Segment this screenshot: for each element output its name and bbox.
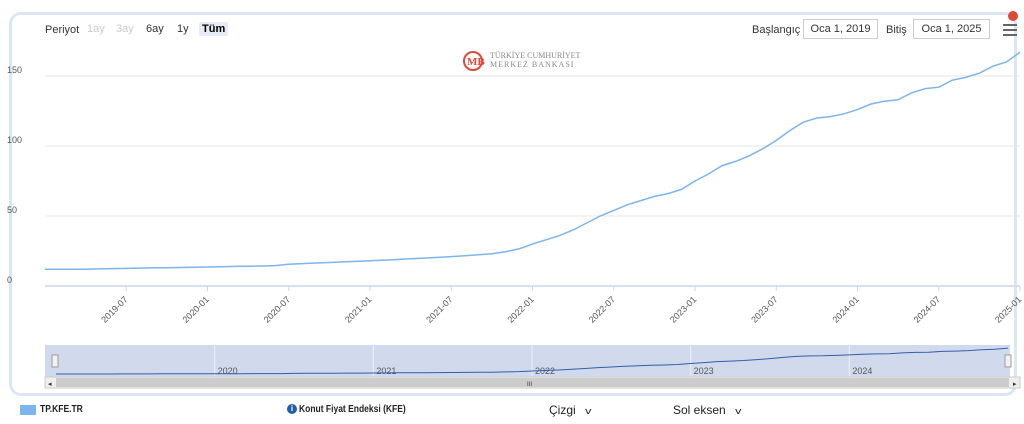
- end-date-input[interactable]: Oca 1, 2025: [913, 19, 990, 39]
- x-tick-label: 2024-07: [912, 294, 942, 324]
- end-date-label: Bitiş: [886, 24, 907, 36]
- period-button-all[interactable]: Tüm: [199, 22, 229, 36]
- tcmb-logo-icon: MB: [463, 51, 485, 71]
- start-date-input[interactable]: Oca 1, 2019: [803, 19, 878, 39]
- x-tick-label: 2020-01: [180, 294, 210, 324]
- x-axis-labels: 2019-07 2020-01 2020-07 2021-01 2021-07 2022-…: [99, 286, 1023, 325]
- scrollbar-thumb[interactable]: [56, 378, 1009, 387]
- period-button-3ay[interactable]: 3ay: [116, 23, 134, 35]
- y-axis-labels: 0 50 100 150: [7, 65, 22, 285]
- y-tick-label: 100: [7, 135, 22, 145]
- legend-series-name: Konut Fiyat Endeksi (KFE): [299, 404, 406, 415]
- x-tick-label: 2021-01: [343, 294, 373, 324]
- period-button-1ay[interactable]: 1ay: [87, 23, 105, 35]
- start-date-label: Başlangıç: [752, 24, 801, 36]
- legend-bar: TP.KFE.TR i Konut Fiyat Endeksi (KFE) Çi…: [0, 400, 1024, 424]
- scroll-right-arrow-icon[interactable]: ▸: [1013, 381, 1017, 388]
- x-tick-label: 2022-07: [587, 294, 617, 324]
- chevron-down-icon: v: [584, 406, 592, 416]
- x-tick-label: 2024-01: [830, 294, 860, 324]
- y-tick-label: 50: [7, 205, 17, 215]
- navigator-right-handle[interactable]: [1004, 354, 1012, 368]
- tcmb-logo-text: TÜRKİYE CUMHURİYET MERKEZ BANKASI: [490, 51, 580, 69]
- navigator-series-line: [56, 347, 1009, 375]
- hamburger-menu-icon[interactable]: [1003, 24, 1017, 36]
- navigator-year-label: 2023: [694, 366, 714, 376]
- navigator-year-label: 2021: [376, 366, 396, 376]
- logo-line-1: TÜRKİYE CUMHURİYET: [490, 51, 581, 60]
- period-button-1y[interactable]: 1y: [177, 23, 189, 35]
- navigator-year-label: 2020: [218, 366, 238, 376]
- series-line-tp-kfe-tr: [45, 51, 1021, 270]
- axis-select-value: Sol eksen: [673, 403, 726, 417]
- grid-layer: [45, 75, 1020, 287]
- chart-type-select[interactable]: Çizgi v: [549, 403, 592, 417]
- x-tick-label: 2021-07: [424, 294, 454, 324]
- chart-type-select-value: Çizgi: [549, 403, 576, 417]
- info-icon[interactable]: i: [287, 404, 297, 414]
- range-toolbar: Periyot 1ay 3ay 6ay 1y Tüm Başlangıç Oca…: [0, 0, 1024, 40]
- x-tick-label: 2020-07: [262, 294, 292, 324]
- corner-badge: [1008, 11, 1018, 21]
- period-button-6ay[interactable]: 6ay: [146, 23, 164, 35]
- y-tick-label: 150: [7, 65, 22, 75]
- x-tick-label: 2023-01: [668, 294, 698, 324]
- svg-text:MB: MB: [467, 56, 485, 68]
- navigator-year-label: 2024: [852, 366, 872, 376]
- x-tick-label: 2019-07: [99, 294, 129, 324]
- chevron-down-icon: v: [734, 406, 742, 416]
- legend-series-code[interactable]: TP.KFE.TR: [40, 404, 83, 415]
- scrollbar-grip: III: [527, 382, 532, 388]
- legend-swatch[interactable]: [20, 405, 36, 415]
- x-tick-label: 2022-01: [505, 294, 535, 324]
- chart-frame: [9, 11, 1018, 396]
- x-tick-label: 2023-07: [749, 294, 779, 324]
- navigator-left-handle[interactable]: [51, 354, 59, 368]
- scroll-left-arrow-icon[interactable]: ◂: [48, 381, 52, 388]
- axis-select[interactable]: Sol eksen v: [673, 403, 742, 417]
- period-label: Periyot: [45, 24, 80, 36]
- logo-line-2: MERKEZ BANKASI: [490, 60, 575, 69]
- x-tick-label: 2025-01: [993, 294, 1023, 324]
- y-tick-label: 0: [7, 275, 12, 285]
